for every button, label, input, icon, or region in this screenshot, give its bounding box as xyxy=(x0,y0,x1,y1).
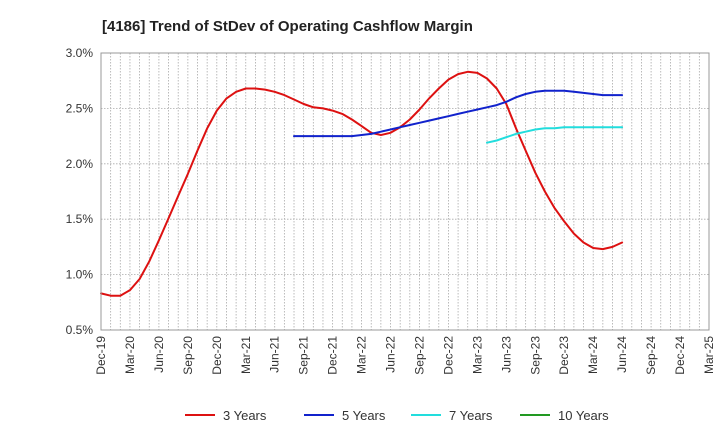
legend: 3 Years 5 Years 7 Years 10 Years xyxy=(185,408,609,423)
x-tick-label: Sep-21 xyxy=(297,336,311,375)
x-tick-label: Mar-23 xyxy=(470,336,484,374)
x-tick-label: Dec-19 xyxy=(94,336,108,375)
x-tick-label: Sep-24 xyxy=(644,336,658,375)
x-tick-label: Dec-21 xyxy=(326,336,340,375)
y-tick-label: 0.5% xyxy=(66,323,94,337)
x-tick-label: Dec-24 xyxy=(673,336,687,375)
series-layer xyxy=(100,70,624,297)
x-tick-label: Dec-20 xyxy=(210,336,224,375)
x-tick-label: Mar-20 xyxy=(123,336,137,374)
x-tick-label: Jun-24 xyxy=(615,336,629,373)
y-axis: 0.5% 1.0% 1.5% 2.0% 2.5% 3.0% xyxy=(66,46,94,337)
x-tick-label: Jun-22 xyxy=(384,336,398,373)
legend-label-10-years: 10 Years xyxy=(558,408,609,423)
series-line-3-years xyxy=(100,70,624,297)
y-tick-label: 3.0% xyxy=(66,46,94,60)
x-tick-label: Mar-24 xyxy=(586,336,600,374)
y-tick-label: 1.5% xyxy=(66,212,94,226)
series-line-7-years xyxy=(486,126,624,144)
x-tick-label: Mar-25 xyxy=(702,336,716,374)
x-tick-label: Jun-20 xyxy=(152,336,166,373)
series-line-5-years xyxy=(293,89,624,138)
plot-frame xyxy=(100,52,710,331)
legend-label-5-years: 5 Years xyxy=(342,408,386,423)
grid xyxy=(101,53,709,330)
legend-label-7-years: 7 Years xyxy=(449,408,493,423)
x-tick-label: Dec-22 xyxy=(441,336,455,375)
legend-label-3-years: 3 Years xyxy=(223,408,267,423)
x-tick-label: Dec-23 xyxy=(557,336,571,375)
x-axis: Dec-19 Mar-20 Jun-20 Sep-20 Dec-20 Mar-21 Jun-… xyxy=(94,336,716,375)
x-tick-label: Jun-21 xyxy=(268,336,282,373)
y-tick-label: 2.0% xyxy=(66,157,94,171)
x-tick-label: Jun-23 xyxy=(499,336,513,373)
chart-title: [4186] Trend of StDev of Operating Cashf… xyxy=(102,18,473,35)
x-tick-label: Mar-22 xyxy=(355,336,369,374)
x-tick-label: Mar-21 xyxy=(239,336,253,374)
x-tick-label: Sep-20 xyxy=(181,336,195,375)
y-tick-label: 1.0% xyxy=(66,268,94,282)
x-tick-label: Sep-23 xyxy=(528,336,542,375)
x-tick-label: Sep-22 xyxy=(412,336,426,375)
y-tick-label: 2.5% xyxy=(66,101,94,115)
